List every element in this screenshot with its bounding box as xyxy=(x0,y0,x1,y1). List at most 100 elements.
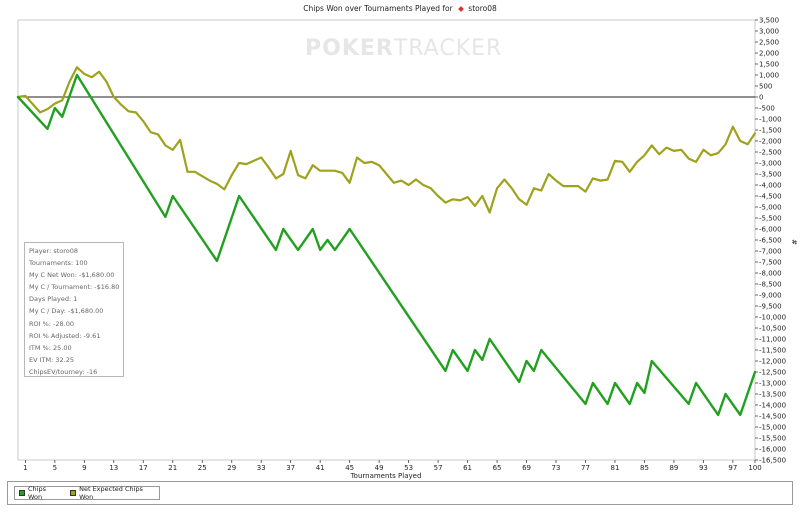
x-tick-label: 41 xyxy=(316,464,325,472)
player-stats-box: Player: storo08 Tournaments: 100 My C Ne… xyxy=(24,242,124,377)
y-tick-label: 3,500 xyxy=(759,17,779,25)
x-tick-label: 93 xyxy=(699,464,708,472)
y-tick-label: 0 xyxy=(759,94,763,102)
x-tick-label: 21 xyxy=(168,464,177,472)
y-tick-label: -2,500 xyxy=(759,149,782,157)
y-tick-label: -15,500 xyxy=(759,435,786,443)
legend-swatch-net-expected xyxy=(70,490,77,496)
y-tick-label: -16,500 xyxy=(759,457,786,465)
x-axis-title: Tournaments Played xyxy=(350,472,422,480)
y-tick-label: -6,500 xyxy=(759,237,782,245)
legend-frame xyxy=(7,481,793,505)
x-tick-label: 37 xyxy=(286,464,295,472)
watermark: POKERTRACKER xyxy=(305,36,502,61)
stat-itm: ITM %: 25.00 xyxy=(29,343,72,352)
series-line-chips-won xyxy=(16,73,757,417)
y-tick-label: -7,500 xyxy=(759,259,782,267)
y-tick-label: -13,000 xyxy=(759,380,786,388)
x-tick-label: 29 xyxy=(227,464,236,472)
chart-legend: Chips Won Net Expected Chips Won xyxy=(14,485,160,501)
y-tick-label: -16,000 xyxy=(759,446,786,454)
stat-ev-itm: EV ITM: 32.25 xyxy=(29,355,74,364)
x-tick-label: 61 xyxy=(463,464,472,472)
y-tick-label: -1,000 xyxy=(759,116,782,124)
y-tick-label: -14,500 xyxy=(759,413,786,421)
y-tick-label: 500 xyxy=(759,83,772,91)
x-tick-label: 77 xyxy=(581,464,590,472)
x-tick-label: 100 xyxy=(748,464,761,472)
y-tick-label: -5,500 xyxy=(759,215,782,223)
stat-per-tournament: My C / Tournament: -$16.80 xyxy=(29,283,120,292)
x-tick-label: 89 xyxy=(669,464,678,472)
stat-roi: ROI %: -28.00 xyxy=(29,319,75,328)
chart-title-player: storo08 xyxy=(468,4,497,13)
chart-title-prefix: Chips Won over Tournaments Played for xyxy=(303,4,453,13)
y-tick-label: -7,000 xyxy=(759,248,782,256)
y-tick-label: -11,500 xyxy=(759,347,786,355)
y-tick-label: -4,500 xyxy=(759,193,782,201)
stat-tournaments: Tournaments: 100 xyxy=(29,259,88,268)
y-tick-label: -10,500 xyxy=(759,325,786,333)
stat-days-played: Days Played: 1 xyxy=(29,295,78,304)
x-tick-label: 65 xyxy=(493,464,502,472)
x-tick-label: 53 xyxy=(404,464,413,472)
y-tick-label: -13,500 xyxy=(759,391,786,399)
y-tick-label: -12,000 xyxy=(759,358,786,366)
legend-item-chips-won[interactable]: Chips Won xyxy=(19,485,62,501)
y-tick-label: -6,000 xyxy=(759,226,782,234)
y-tick-label: 2,500 xyxy=(759,39,779,47)
stat-per-day: My C / Day: -$1,680.00 xyxy=(29,307,104,316)
x-tick-label: 85 xyxy=(640,464,649,472)
stat-roi-adjusted: ROI % Adjusted: -9.61 xyxy=(29,331,101,340)
stat-chipsev: ChipsEV/tourney: -16 xyxy=(29,367,98,376)
series-line-net-expected xyxy=(16,66,757,214)
x-tick-label: 57 xyxy=(434,464,443,472)
y-tick-label: -5,000 xyxy=(759,204,782,212)
legend-label-chips-won: Chips Won xyxy=(27,485,46,501)
stat-player: Player: storo08 xyxy=(29,247,79,255)
player-flag-icon: ◆ xyxy=(458,4,464,13)
y-tick-label: -4,000 xyxy=(759,182,782,190)
x-tick-label: 81 xyxy=(611,464,620,472)
y-tick-label: -2,000 xyxy=(759,138,782,146)
y-tick-label: -8,000 xyxy=(759,270,782,278)
y-axis-title: # xyxy=(790,239,798,245)
y-tick-label: 1,500 xyxy=(759,61,779,69)
y-tick-label: -14,000 xyxy=(759,402,786,410)
legend-item-net-expected[interactable]: Net Expected Chips Won xyxy=(70,485,159,501)
x-tick-label: 25 xyxy=(198,464,207,472)
y-tick-label: -500 xyxy=(759,105,775,113)
y-tick-label: -12,500 xyxy=(759,369,786,377)
y-tick-label: 1,000 xyxy=(759,72,779,80)
x-tick-label: 1 xyxy=(23,464,27,472)
y-tick-label: -9,500 xyxy=(759,303,782,311)
x-tick-label: 49 xyxy=(375,464,384,472)
x-tick-label: 97 xyxy=(728,464,737,472)
x-tick-label: 33 xyxy=(257,464,266,472)
x-tick-label: 17 xyxy=(139,464,148,472)
y-tick-label: -8,500 xyxy=(759,281,782,289)
y-tick-label: -11,000 xyxy=(759,336,786,344)
x-tick-label: 5 xyxy=(53,464,57,472)
legend-label-net-expected: Net Expected Chips Won xyxy=(79,485,143,501)
y-tick-label: 3,000 xyxy=(759,28,779,36)
y-tick-label: 2,000 xyxy=(759,50,779,58)
x-tick-label: 13 xyxy=(109,464,118,472)
x-tick-label: 73 xyxy=(552,464,561,472)
y-tick-label: -15,000 xyxy=(759,424,786,432)
y-tick-label: -3,500 xyxy=(759,171,782,179)
y-tick-label: -9,000 xyxy=(759,292,782,300)
x-tick-label: 69 xyxy=(522,464,531,472)
legend-swatch-chips-won xyxy=(19,490,25,496)
stat-net-won: My C Net Won: -$1,680.00 xyxy=(29,271,115,280)
chart-title: Chips Won over Tournaments Played for ◆ … xyxy=(303,4,497,13)
x-tick-label: 45 xyxy=(345,464,354,472)
watermark-left: POKER xyxy=(305,36,394,61)
y-tick-label: -1,500 xyxy=(759,127,782,135)
watermark-right: TRACKER xyxy=(393,36,502,61)
y-tick-label: -3,000 xyxy=(759,160,782,168)
x-tick-label: 9 xyxy=(82,464,86,472)
y-tick-label: -10,000 xyxy=(759,314,786,322)
